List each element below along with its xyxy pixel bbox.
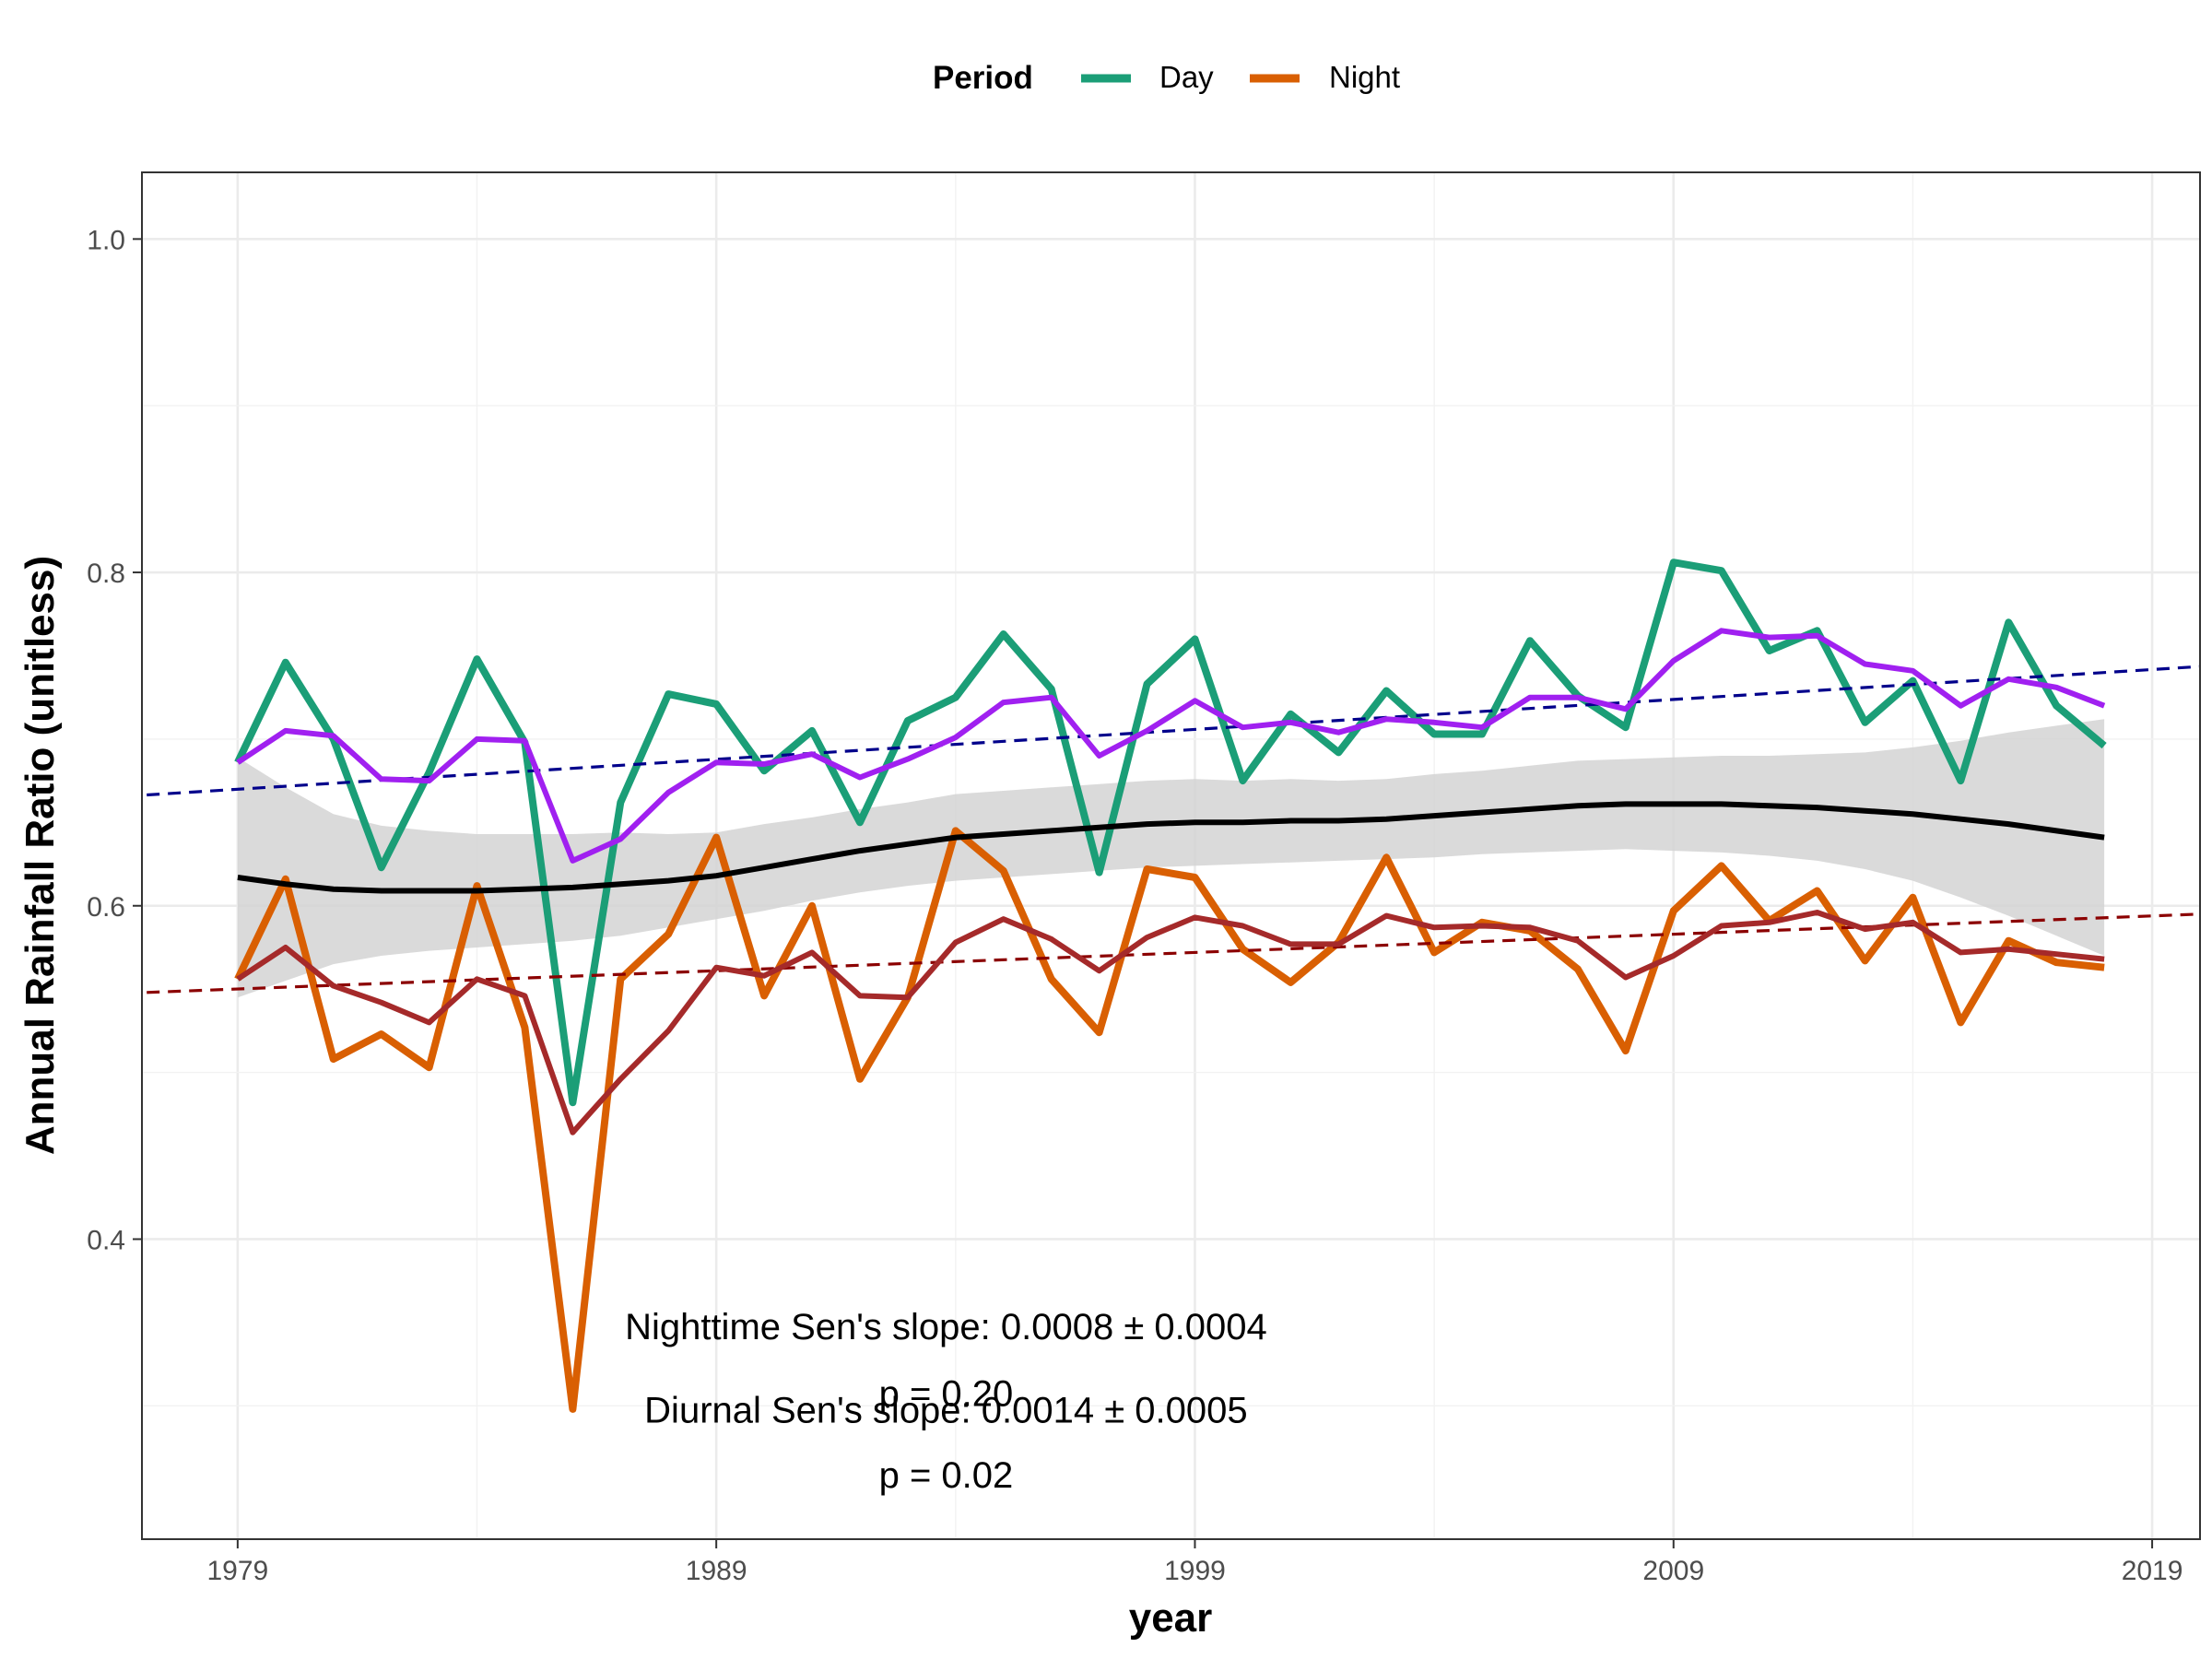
night-trend-line: [147, 912, 2201, 994]
series-line-day: [234, 559, 2107, 1107]
x-axis: 1979 1989 1999 2009 2019: [206, 1539, 2183, 1586]
series-lines: [147, 559, 2201, 1413]
annotation-text: Diurnal Sen's slope: 0.0014 ± 0.0005: [644, 1390, 1247, 1430]
y-tick-label: 0.4: [87, 1225, 125, 1255]
smooth-fit-line: [237, 801, 2105, 894]
x-tick-label: 2019: [2122, 1556, 2183, 1586]
legend-label-night: Night: [1329, 60, 1400, 94]
legend: Period Day Night: [933, 60, 1400, 96]
x-tick-label: 2009: [1642, 1556, 1704, 1586]
x-axis-title: year: [1129, 1595, 1213, 1641]
annotation-text: p = 0.20: [879, 1373, 1014, 1414]
legend-title: Period: [933, 60, 1033, 96]
annotation-text: Nighttime Sen's slope: 0.0008 ± 0.0004: [625, 1307, 1267, 1347]
day-running-mean-line: [236, 628, 2106, 864]
x-tick-label: 1999: [1164, 1556, 1226, 1586]
panel-border: [141, 171, 2201, 1540]
night-running-mean-line: [236, 910, 2105, 1135]
legend-label-day: Day: [1159, 60, 1214, 94]
smooth-ci-band: [237, 719, 2105, 998]
y-tick-label: 1.0: [87, 225, 125, 255]
series-line-night: [234, 827, 2105, 1413]
annotations: Nighttime Sen's slope: 0.0008 ± 0.0004 p …: [625, 1307, 1267, 1496]
y-axis: 0.4 0.6 0.8 1.0: [87, 225, 142, 1255]
y-tick-label: 0.8: [87, 559, 125, 589]
plot-panel: Nighttime Sen's slope: 0.0008 ± 0.0004 p …: [141, 171, 2201, 1540]
y-axis-title: Annual Rainfall Ratio (unitless): [18, 556, 63, 1155]
annotation-text: p = 0.02: [879, 1455, 1014, 1496]
x-tick-label: 1979: [206, 1556, 268, 1586]
day-trend-line: [147, 665, 2201, 797]
smooth-confidence-band: [237, 719, 2105, 998]
x-tick-label: 1989: [686, 1556, 747, 1586]
y-tick-label: 0.6: [87, 892, 125, 923]
